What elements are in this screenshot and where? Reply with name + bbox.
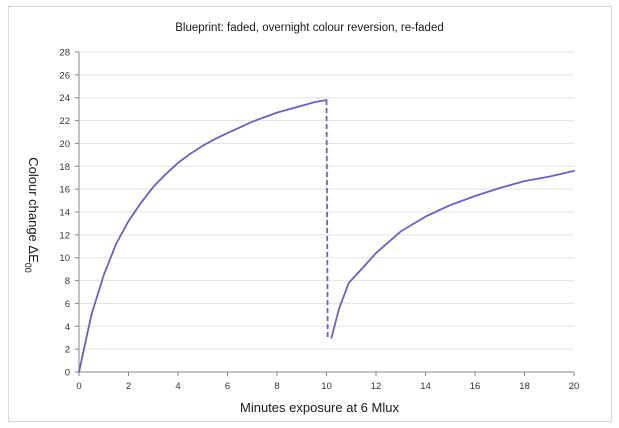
y-tick-label: 18: [59, 162, 70, 173]
y-tick-label: 24: [59, 93, 70, 104]
y-tick-label: 2: [65, 345, 70, 356]
y-tick-label: 6: [65, 299, 70, 310]
x-tick-label: 6: [225, 381, 230, 392]
series-line-fading: [78, 99, 328, 373]
x-tick-label: 14: [420, 381, 431, 392]
y-axis-title-subscript: 00: [23, 262, 34, 273]
x-axis-title-wrap: Minutes exposure at 6 Mlux: [0, 400, 619, 415]
axes: [75, 51, 575, 376]
y-axis-title-main: Colour change ΔE: [25, 157, 41, 263]
x-tick-label: 10: [321, 381, 332, 392]
x-tick-label: 16: [470, 381, 481, 392]
y-tick-label: 20: [59, 139, 70, 150]
y-tick-label: 12: [59, 230, 70, 241]
y-tick-label: 8: [65, 276, 70, 287]
x-tick-label: 8: [274, 381, 279, 392]
y-tick-label: 16: [59, 185, 70, 196]
x-axis-title: Minutes exposure at 6 Mlux: [240, 400, 399, 415]
x-tick-label: 4: [175, 381, 180, 392]
y-tick-label: 26: [59, 70, 70, 81]
x-tick-label: 2: [126, 381, 131, 392]
y-tick-label: 14: [59, 208, 70, 219]
x-tick-label: 18: [519, 381, 530, 392]
y-tick-label: 22: [59, 116, 70, 127]
y-tick-label: 10: [59, 253, 70, 264]
series-line-re-fading: [330, 169, 575, 339]
y-tick-label: 0: [65, 368, 70, 379]
series-line-overnight-reversion: [325, 99, 329, 341]
series-layer: [78, 99, 575, 373]
x-tick-label: 20: [569, 381, 580, 392]
x-tick-label: 0: [76, 381, 81, 392]
x-tick-label: 12: [371, 381, 382, 392]
chart-title: Blueprint: faded, overnight colour rever…: [175, 22, 444, 34]
y-tick-label: 4: [65, 322, 70, 333]
y-axis-title: Colour change ΔE00: [23, 157, 41, 273]
y-tick-label: 28: [59, 48, 70, 59]
